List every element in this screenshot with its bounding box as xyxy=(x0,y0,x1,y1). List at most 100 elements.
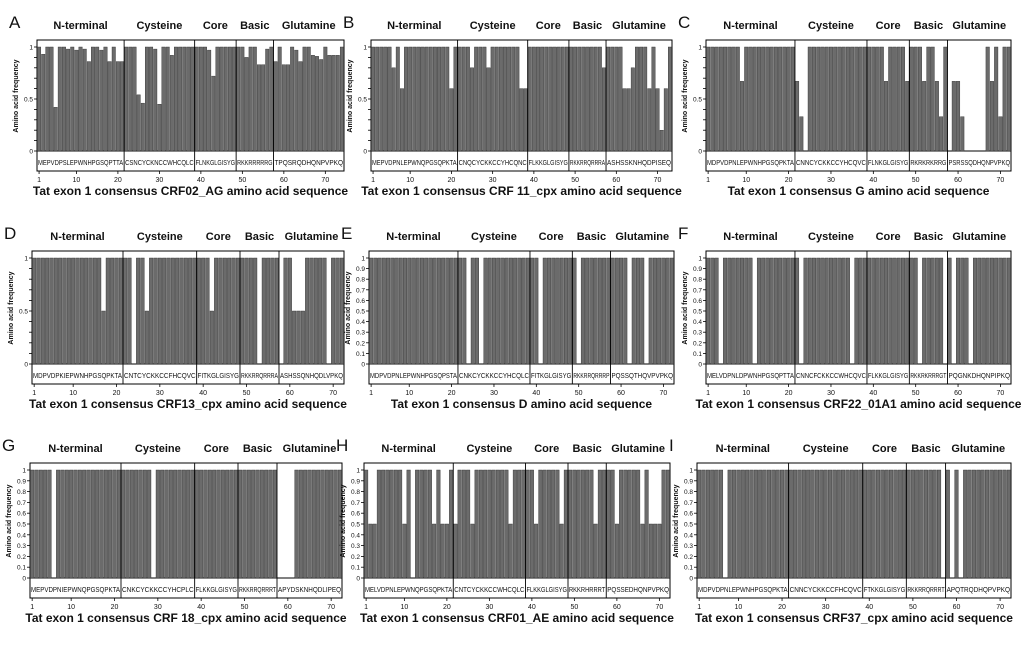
bar xyxy=(144,310,149,365)
x-tick-label: 60 xyxy=(284,604,292,611)
y-tick-label: 0.7 xyxy=(693,287,702,294)
bar xyxy=(544,46,549,152)
bar xyxy=(928,469,933,579)
bar xyxy=(661,257,666,365)
bar xyxy=(38,469,43,579)
bar xyxy=(827,469,833,579)
sequence-label: RKRKRKRRG xyxy=(910,158,946,167)
bar xyxy=(845,469,850,579)
y-tick-label: 0.6 xyxy=(356,298,365,305)
sequence-label: FLKKGLGISYG xyxy=(868,371,908,380)
bar xyxy=(736,469,741,579)
sequence-label: RKKRRQRRRT xyxy=(907,585,945,594)
bar xyxy=(153,48,158,152)
bar xyxy=(248,257,253,365)
bar xyxy=(92,257,97,365)
bar xyxy=(423,469,428,579)
region-label: Cysteine xyxy=(135,443,181,455)
bar xyxy=(37,46,42,152)
x-tick-label: 70 xyxy=(654,177,662,184)
bar xyxy=(572,469,577,579)
x-tick-label: 40 xyxy=(869,390,877,397)
bar xyxy=(551,257,556,365)
y-axis-label: Amino acid frequency xyxy=(345,271,352,344)
y-tick-label: 0.2 xyxy=(684,554,693,561)
x-tick-label: 20 xyxy=(113,390,121,397)
bar xyxy=(552,46,557,152)
bar xyxy=(786,257,791,365)
region-label: Core xyxy=(203,20,228,32)
x-tick-label: 40 xyxy=(532,390,540,397)
bar xyxy=(486,67,491,152)
bar xyxy=(833,46,838,152)
region-label: N-terminal xyxy=(387,20,441,32)
bar xyxy=(268,469,273,579)
bar xyxy=(919,469,924,579)
bar xyxy=(415,257,420,365)
x-tick-label: 1 xyxy=(37,177,41,184)
bar xyxy=(398,257,403,365)
bar xyxy=(179,257,184,365)
bar xyxy=(915,469,920,579)
bar xyxy=(858,469,863,579)
bar xyxy=(665,257,670,365)
bar xyxy=(441,46,446,152)
bar xyxy=(74,49,79,152)
panel-letter: H xyxy=(336,436,348,455)
bar xyxy=(517,469,522,579)
bar xyxy=(790,257,795,365)
bar xyxy=(756,257,761,365)
bar xyxy=(934,81,939,152)
bar xyxy=(923,469,928,579)
bar xyxy=(155,469,160,579)
bar xyxy=(227,257,232,365)
y-tick-label: 0 xyxy=(29,149,33,156)
x-tick-label: 50 xyxy=(909,604,917,611)
bar xyxy=(313,257,318,365)
bar xyxy=(812,46,816,152)
bar xyxy=(265,48,270,152)
y-tick-label: 0.4 xyxy=(17,532,26,539)
bar xyxy=(636,469,641,579)
region-label: Glutamine xyxy=(611,443,665,455)
panel-f: F N-terminal Cysteine Core Basic Glutamine MEL… xyxy=(678,224,1022,411)
bar xyxy=(896,46,901,152)
y-tick-label: 0.8 xyxy=(693,277,702,284)
bar xyxy=(960,116,965,152)
bar xyxy=(444,523,449,579)
bar xyxy=(538,469,543,579)
bar xyxy=(581,46,586,152)
y-axis-label: Amino acid frequency xyxy=(347,59,354,132)
y-axis-label: Amino acid frequency xyxy=(673,484,680,557)
bar xyxy=(142,469,147,579)
bar xyxy=(307,469,312,579)
bar xyxy=(816,46,821,152)
bar xyxy=(389,469,394,579)
bar xyxy=(905,81,910,152)
bar xyxy=(103,46,108,152)
sequence-label: MELVDPNLEPWNQPGSQPKTA xyxy=(365,585,452,594)
bar xyxy=(515,46,520,152)
x-tick-label: 70 xyxy=(327,604,335,611)
x-tick-label: 70 xyxy=(321,177,329,184)
bar xyxy=(53,107,58,152)
x-tick-label: 40 xyxy=(199,390,207,397)
bar xyxy=(223,46,228,152)
sequence-label: FTKKGLGISYG xyxy=(864,585,906,594)
y-tick-label: 0.5 xyxy=(17,522,26,529)
bar xyxy=(593,523,598,579)
sequence-label: RKKRHRRRT xyxy=(569,585,606,594)
y-tick-label: 1 xyxy=(29,45,33,52)
region-label: N-terminal xyxy=(48,443,102,455)
bar xyxy=(536,46,540,152)
bar xyxy=(164,469,169,579)
bar xyxy=(283,257,288,365)
y-axis-label: Amino acid frequency xyxy=(8,271,15,344)
bar xyxy=(218,257,223,365)
bar xyxy=(893,469,898,579)
bar xyxy=(174,46,178,152)
bar xyxy=(985,257,990,365)
bar xyxy=(879,46,884,152)
bar xyxy=(305,257,310,365)
region-label: Cysteine xyxy=(803,443,849,455)
